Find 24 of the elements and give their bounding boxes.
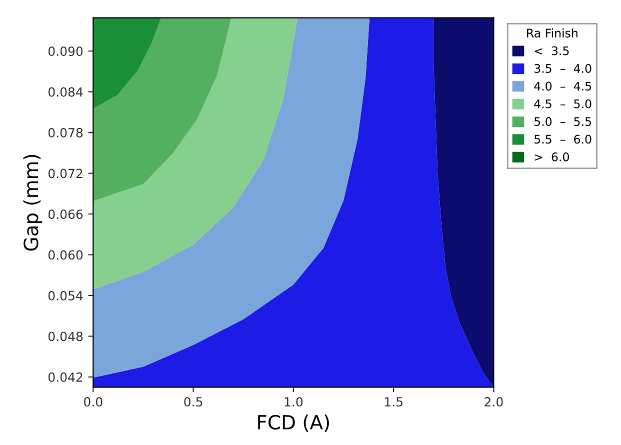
legend-label: 5.0 – 5.5 [534,117,592,126]
legend-label: > 6.0 [534,152,569,162]
legend-label: 3.5 – 4.0 [534,64,592,73]
legend-label: 4.0 – 4.5 [534,82,592,91]
y-tick-label: 0.066 [48,209,83,219]
legend-label: 4.5 – 5.0 [534,99,592,108]
legend-title: Ra Finish [527,28,578,38]
y-tick-label: 0.090 [48,46,83,56]
y-tick-label: 0.060 [48,250,83,260]
y-tick-label: 0.084 [48,87,83,97]
legend-label: < 3.5 [534,46,569,56]
legend-label: 5.5 – 6.0 [534,134,592,144]
x-tick-label: 2.0 [484,397,503,407]
y-tick-label: 0.048 [48,332,83,342]
y-axis-title: Gap (mm) [23,154,42,251]
y-tick-label: 0.078 [48,128,83,138]
y-tick-label: 0.054 [48,290,83,300]
y-tick-label: 0.072 [48,168,82,178]
x-tick-label: 0.0 [84,397,102,407]
y-tick-label: 0.042 [48,372,82,382]
x-tick-label: 1.5 [384,397,402,407]
x-tick-label: 1.0 [284,397,303,407]
x-tick-label: 0.5 [184,397,202,407]
x-axis-title: FCD (A) [258,414,329,432]
